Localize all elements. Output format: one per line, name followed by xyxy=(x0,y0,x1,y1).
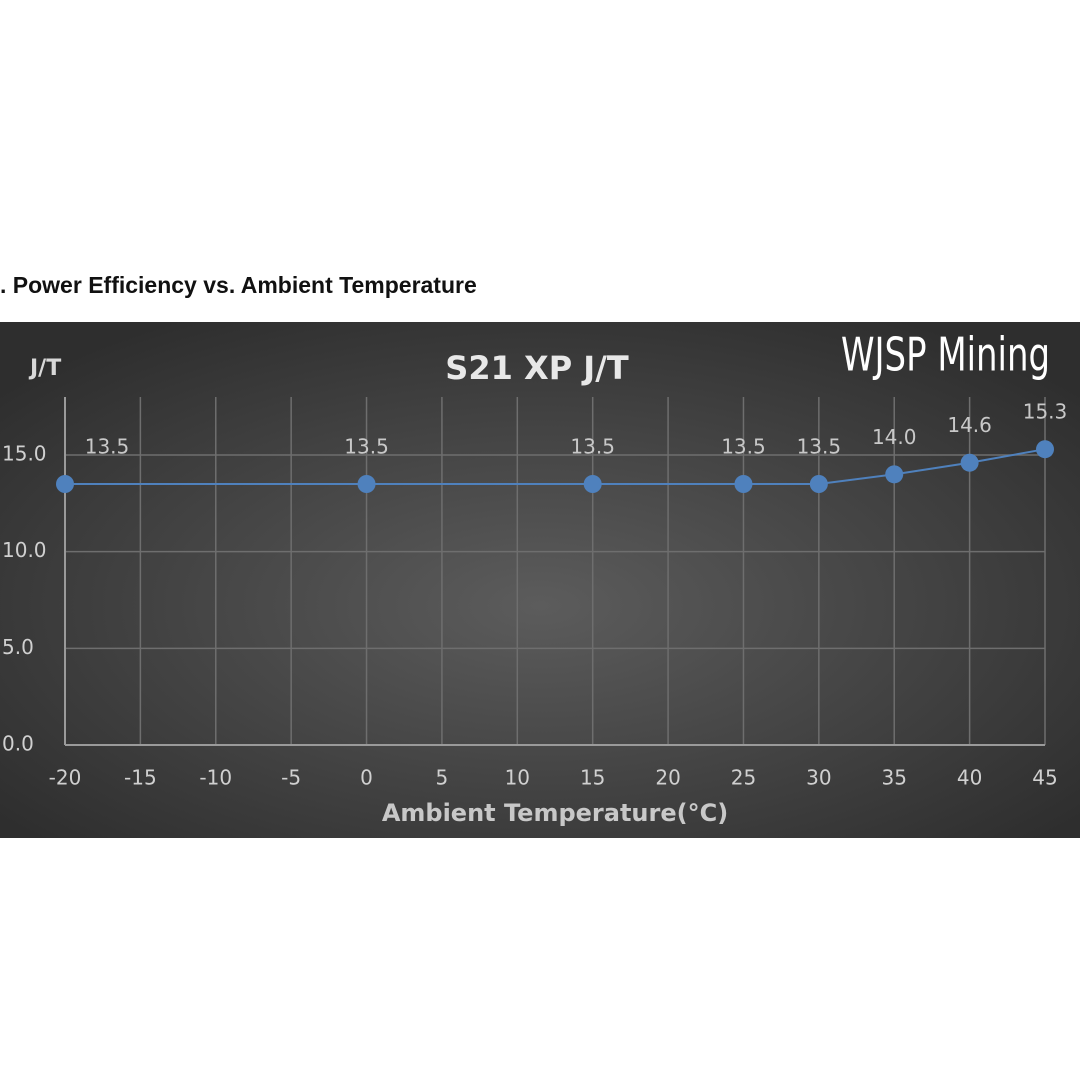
data-label: 13.5 xyxy=(570,435,615,459)
x-tick-label: 30 xyxy=(806,766,831,790)
data-point xyxy=(56,475,74,493)
data-point xyxy=(809,475,828,493)
data-point xyxy=(734,475,753,493)
y-tick-label: 10.0 xyxy=(2,538,47,562)
x-tick-label: 5 xyxy=(436,766,449,790)
x-tick-label: 10 xyxy=(505,766,530,790)
watermark: WJSP Mining xyxy=(841,328,1050,382)
y-tick-label: 0.0 xyxy=(2,732,34,756)
x-tick-label: 25 xyxy=(731,766,756,790)
data-point xyxy=(885,465,904,484)
x-tick-label: 15 xyxy=(580,766,605,790)
data-label: 13.5 xyxy=(721,435,766,459)
x-tick-label: 40 xyxy=(957,766,982,790)
data-label: 14.0 xyxy=(872,425,917,449)
x-tick-label: -5 xyxy=(281,766,301,790)
page-heading: . Power Efficiency vs. Ambient Temperatu… xyxy=(0,272,477,298)
data-point xyxy=(357,475,376,493)
x-tick-label: 0 xyxy=(360,766,373,790)
x-axis-label: Ambient Temperature(°C) xyxy=(382,799,728,827)
x-tick-label: -10 xyxy=(199,766,232,790)
data-label: 13.5 xyxy=(797,435,842,459)
x-tick-label: 20 xyxy=(655,766,680,790)
x-tick-label: -15 xyxy=(124,766,157,790)
y-tick-label: 15.0 xyxy=(2,442,47,466)
chart-panel xyxy=(0,322,1080,838)
y-tick-label: 5.0 xyxy=(2,635,34,659)
x-tick-label: 35 xyxy=(882,766,907,790)
x-tick-label: -20 xyxy=(49,766,82,790)
data-label: 14.6 xyxy=(947,413,992,437)
data-label: 15.3 xyxy=(1023,400,1068,424)
data-label: 13.5 xyxy=(344,435,389,459)
chart-title: S21 XP J/T xyxy=(445,349,629,387)
x-tick-label: 45 xyxy=(1032,766,1057,790)
data-label: 13.5 xyxy=(85,435,130,459)
y-axis-label: J/T xyxy=(28,356,61,381)
data-point xyxy=(1036,440,1054,459)
data-line xyxy=(65,448,1046,485)
data-point xyxy=(583,475,602,493)
data-point xyxy=(960,453,979,472)
